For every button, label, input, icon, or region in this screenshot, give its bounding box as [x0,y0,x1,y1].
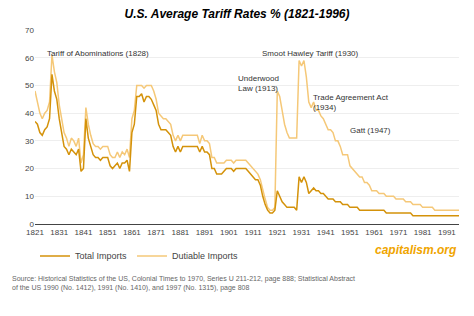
svg-text:Total Imports: Total Imports [75,251,127,261]
svg-text:1871: 1871 [147,228,165,237]
svg-text:1971: 1971 [390,228,408,237]
svg-text:Trade Agreement Act(1934): Trade Agreement Act(1934) [313,93,389,112]
svg-text:1991: 1991 [438,228,456,237]
svg-text:1921: 1921 [268,228,286,237]
svg-text:1981: 1981 [414,228,432,237]
svg-text:10: 10 [25,192,34,201]
svg-text:Source: Historical Statistics: Source: Historical Statistics of the US,… [12,275,355,292]
svg-text:1821: 1821 [26,228,44,237]
svg-text:1901: 1901 [220,228,238,237]
svg-text:capitalism.org: capitalism.org [375,243,457,257]
svg-text:1941: 1941 [317,228,335,237]
svg-text:1831: 1831 [50,228,68,237]
svg-text:1861: 1861 [123,228,141,237]
svg-text:Tariff of Abominations (1828): Tariff of Abominations (1828) [47,49,149,58]
svg-text:1881: 1881 [171,228,189,237]
svg-text:0: 0 [30,220,35,229]
svg-text:Smoot Hawley Tariff (1930): Smoot Hawley Tariff (1930) [262,49,359,58]
svg-text:Dutiable Imports: Dutiable Imports [172,251,238,261]
svg-text:1931: 1931 [293,228,311,237]
svg-text:1851: 1851 [99,228,117,237]
svg-text:UnderwoodLaw (1913): UnderwoodLaw (1913) [238,74,279,93]
svg-text:20: 20 [25,164,34,173]
svg-text:1961: 1961 [365,228,383,237]
svg-text:1891: 1891 [196,228,214,237]
svg-text:1911: 1911 [244,228,262,237]
svg-text:Gatt (1947): Gatt (1947) [350,126,391,135]
svg-text:40: 40 [25,109,34,118]
svg-text:70: 70 [25,26,34,35]
svg-text:50: 50 [25,81,34,90]
svg-text:U.S. Average Tariff Rates % (1: U.S. Average Tariff Rates % (1821-1996) [125,7,350,21]
svg-text:1841: 1841 [75,228,93,237]
svg-text:30: 30 [25,137,34,146]
svg-text:60: 60 [25,54,34,63]
svg-text:1951: 1951 [341,228,359,237]
